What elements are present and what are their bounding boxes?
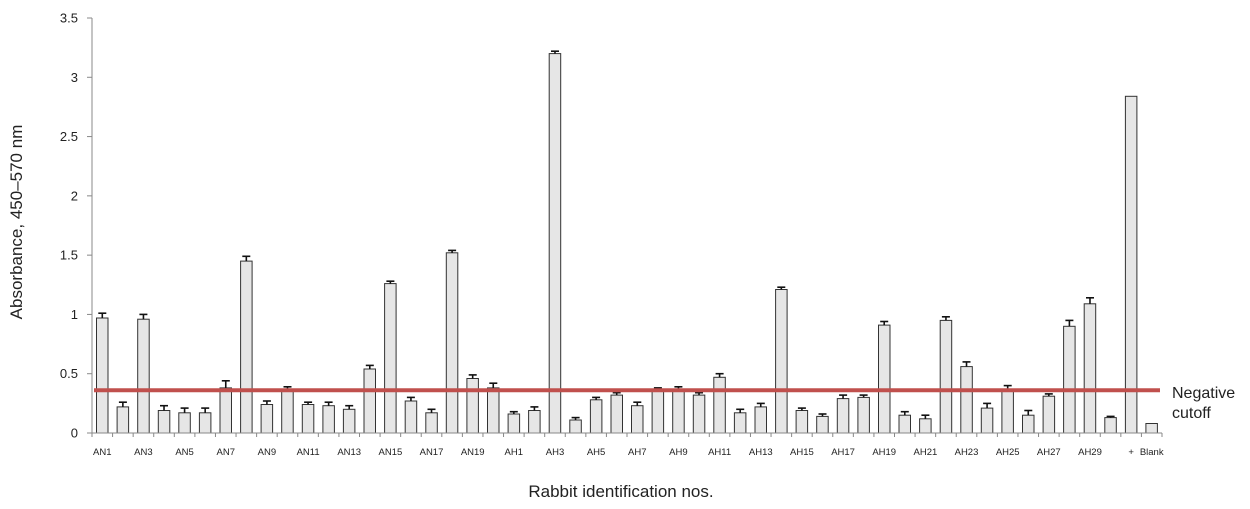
x-tick-label-AH9: AH9: [669, 447, 687, 458]
x-tick-label-AN19: AN19: [461, 447, 485, 458]
bar-AH19: [878, 324, 891, 434]
bar-AN8: [240, 260, 253, 434]
bar-AH12: [733, 412, 747, 434]
x-tick-label-AH17: AH17: [831, 447, 855, 458]
bar-AH27: [1042, 395, 1056, 434]
x-tick-label-AN17: AN17: [420, 447, 444, 458]
y-tick-label: 0.5: [60, 366, 78, 381]
bar-AN18: [445, 252, 459, 434]
bar-+: [1124, 95, 1138, 434]
bar-AH30: [1104, 417, 1117, 434]
y-tick-label: 2: [71, 188, 78, 203]
bar-AN19: [466, 378, 479, 434]
x-tick-label-AN15: AN15: [379, 447, 403, 458]
x-tick-label-AH13: AH13: [749, 447, 773, 458]
y-tick-label: 2.5: [60, 129, 78, 144]
x-tick-label-AN5: AN5: [175, 447, 193, 458]
bar-AH21: [919, 418, 932, 434]
bar-AN17: [425, 412, 438, 434]
bar-AH9: [672, 388, 685, 434]
x-tick-label-AH15: AH15: [790, 447, 814, 458]
bar-AH28: [1063, 325, 1076, 434]
x-tick-label-AH25: AH25: [996, 447, 1020, 458]
y-tick-label: 3.5: [60, 11, 78, 26]
bar-AH1: [507, 413, 521, 434]
bar-AH5: [589, 399, 603, 434]
x-tick-label-AN3: AN3: [134, 447, 152, 458]
bar-AH29: [1083, 303, 1097, 434]
cutoff-label-line2: cutoff: [1172, 405, 1211, 422]
bar-AN15: [384, 283, 397, 434]
y-tick-label: 3: [71, 70, 78, 85]
bar-AN1: [96, 317, 109, 434]
x-tick-label-AN7: AN7: [217, 447, 235, 458]
bar-AH7: [631, 405, 644, 434]
x-tick-label-Blank: Blank: [1140, 447, 1164, 458]
bar-AN5: [178, 412, 191, 434]
bar-AN13: [342, 408, 356, 434]
bar-AN12: [322, 405, 335, 434]
x-tick-label-AH21: AH21: [914, 447, 938, 458]
x-tick-label-AH11: AH11: [708, 447, 731, 458]
labels-layer: 0 0.5 1 1.5 2 2.5 3 3.5 AN1 AN3 AN5 AN7 AN9 AN11 AN13 A…: [60, 11, 1164, 459]
x-tick-label-AN13: AN13: [337, 447, 361, 458]
x-tick-label-AH23: AH23: [955, 447, 979, 458]
bar-AH25: [1001, 388, 1014, 434]
cutoff-label-line1: Negative: [1172, 385, 1235, 402]
bar-AH13: [754, 406, 767, 434]
x-tick-label-AN9: AN9: [258, 447, 276, 458]
bar-AN16: [404, 400, 418, 434]
y-axis-title: Absorbance, 450–570 nm: [7, 125, 26, 320]
bar-AH2: [528, 410, 541, 434]
bar-AH17: [836, 398, 850, 434]
x-tick-label-AH29: AH29: [1078, 447, 1102, 458]
x-tick-label-AN11: AN11: [297, 447, 320, 458]
bar-AN4: [157, 410, 171, 434]
bar-AN7: [219, 387, 232, 434]
bar-AN20: [487, 387, 500, 434]
bar-AH11: [713, 376, 726, 434]
bar-AH14: [775, 289, 788, 434]
bar-AH8: [651, 388, 665, 434]
x-tick-label-AH27: AH27: [1037, 447, 1061, 458]
bar-AH18: [857, 396, 870, 434]
bar-AN2: [116, 406, 130, 434]
x-tick-label-AH5: AH5: [587, 447, 605, 458]
bar-AN14: [363, 368, 376, 434]
bar-AN9: [260, 404, 274, 434]
bar-AH24: [980, 407, 994, 434]
bar-AH26: [1022, 414, 1035, 434]
bar-AN6: [198, 412, 212, 434]
x-tick-label-AH3: AH3: [546, 447, 564, 458]
bar-AH22: [939, 319, 953, 434]
y-tick-label: 1: [71, 307, 78, 322]
bar-AH3: [548, 53, 562, 434]
bar-AH23: [960, 366, 973, 434]
bar-AH15: [795, 410, 809, 434]
bar-AH4: [569, 419, 582, 434]
x-tick-label-AH7: AH7: [628, 447, 646, 458]
bar-AN10: [281, 388, 294, 434]
bar-Blank: [1145, 423, 1158, 434]
axes-layer: [87, 17, 1163, 437]
bar-AH20: [898, 414, 911, 434]
x-tick-label-+: +: [1128, 447, 1134, 458]
y-tick-label: 0: [71, 426, 78, 441]
bars-layer: [96, 50, 1158, 434]
x-tick-label-AN1: AN1: [93, 447, 111, 458]
bar-AH16: [816, 415, 829, 434]
bar-AN11: [301, 404, 315, 434]
bar-AH10: [692, 394, 706, 434]
bar-AH6: [610, 394, 623, 434]
bar-AN3: [137, 318, 150, 434]
x-tick-label-AH19: AH19: [872, 447, 896, 458]
y-tick-label: 1.5: [60, 248, 78, 263]
x-axis-title: Rabbit identification nos.: [528, 482, 713, 501]
x-tick-label-AH1: AH1: [505, 447, 523, 458]
